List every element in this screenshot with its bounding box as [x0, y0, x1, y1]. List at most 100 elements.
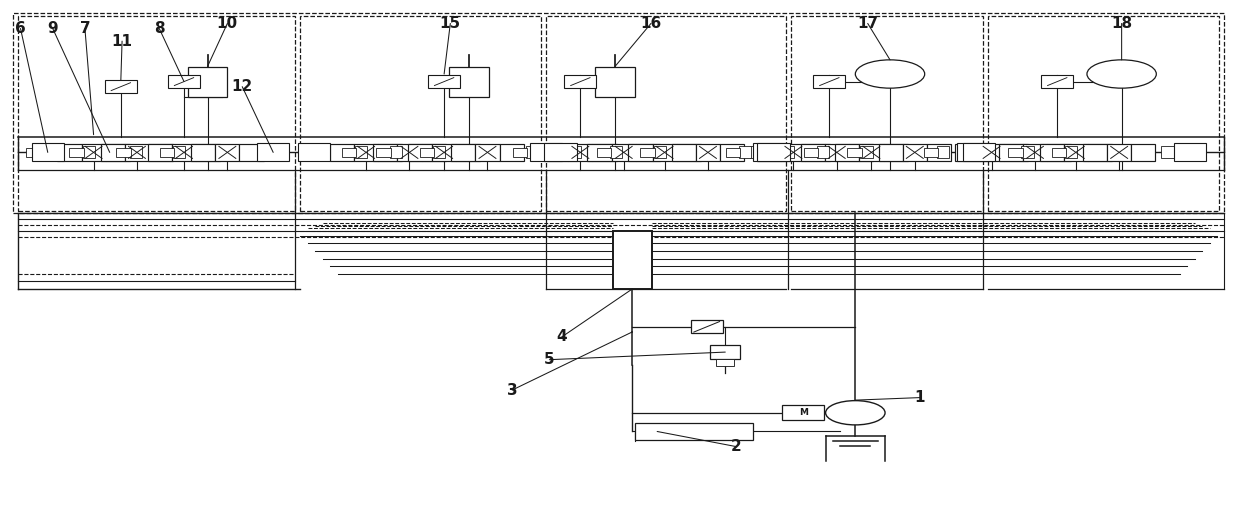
Bar: [389, 147, 402, 158]
Bar: [456, 144, 480, 161]
Bar: [57, 144, 82, 161]
Bar: [167, 75, 200, 88]
Bar: [136, 147, 148, 158]
Bar: [849, 144, 873, 161]
Bar: [82, 144, 105, 161]
Bar: [14, 13, 1224, 213]
Bar: [117, 148, 131, 157]
Bar: [378, 144, 402, 161]
Bar: [564, 75, 596, 88]
Bar: [104, 80, 136, 93]
Bar: [408, 147, 420, 158]
Bar: [311, 147, 324, 158]
Bar: [593, 144, 616, 161]
Bar: [1131, 144, 1156, 161]
Bar: [546, 16, 786, 210]
Bar: [216, 144, 239, 161]
Bar: [879, 147, 892, 158]
Text: 1: 1: [914, 390, 925, 405]
Bar: [613, 231, 652, 289]
Bar: [782, 405, 825, 420]
Bar: [486, 147, 498, 158]
Bar: [652, 144, 677, 161]
Bar: [342, 148, 356, 157]
Bar: [696, 144, 720, 161]
Bar: [836, 144, 859, 161]
Text: 2: 2: [732, 439, 742, 454]
Bar: [1034, 147, 1045, 158]
Bar: [1022, 147, 1034, 158]
Text: 11: 11: [112, 33, 133, 49]
Bar: [149, 144, 174, 161]
Bar: [981, 147, 993, 158]
Bar: [397, 144, 422, 161]
Bar: [588, 144, 611, 161]
Bar: [636, 144, 660, 161]
Bar: [611, 144, 636, 161]
Bar: [903, 144, 926, 161]
Bar: [596, 148, 611, 157]
Text: 8: 8: [154, 21, 165, 36]
Text: 10: 10: [217, 16, 238, 31]
Bar: [239, 144, 264, 161]
Bar: [1023, 144, 1047, 161]
Bar: [556, 148, 570, 157]
Bar: [666, 147, 678, 158]
Bar: [955, 144, 980, 161]
Bar: [622, 147, 635, 158]
Bar: [926, 144, 951, 161]
Bar: [100, 144, 125, 161]
Bar: [180, 147, 191, 158]
Bar: [1003, 144, 1028, 161]
Bar: [1162, 147, 1173, 158]
Bar: [836, 147, 848, 158]
Text: 18: 18: [1111, 16, 1132, 31]
Bar: [813, 75, 846, 88]
Bar: [298, 143, 330, 161]
Bar: [1087, 144, 1112, 161]
Bar: [432, 144, 456, 161]
Bar: [957, 143, 990, 161]
Bar: [40, 147, 51, 158]
Bar: [1047, 144, 1071, 161]
Bar: [422, 144, 445, 161]
Bar: [26, 148, 41, 157]
Bar: [69, 148, 84, 157]
Bar: [806, 144, 830, 161]
Bar: [1042, 75, 1074, 88]
Bar: [125, 144, 149, 161]
Bar: [1118, 147, 1130, 158]
Bar: [451, 144, 475, 161]
Bar: [629, 144, 652, 161]
Bar: [672, 144, 696, 161]
Bar: [1173, 143, 1205, 161]
Bar: [529, 143, 562, 161]
Bar: [433, 147, 445, 158]
Bar: [720, 144, 744, 161]
Bar: [353, 144, 378, 161]
Bar: [782, 147, 795, 158]
Bar: [1008, 148, 1023, 157]
Circle shape: [1087, 60, 1157, 88]
Bar: [428, 75, 460, 88]
Bar: [707, 147, 719, 158]
Text: 9: 9: [47, 21, 58, 36]
Bar: [884, 144, 908, 161]
Bar: [967, 148, 982, 157]
Bar: [568, 144, 593, 161]
Text: 6: 6: [15, 21, 26, 36]
Bar: [529, 147, 542, 158]
Bar: [226, 147, 238, 158]
Bar: [257, 143, 289, 161]
Bar: [1052, 148, 1066, 157]
Bar: [750, 147, 763, 158]
Bar: [861, 147, 873, 158]
Bar: [859, 144, 884, 161]
Bar: [196, 144, 221, 161]
Bar: [299, 148, 312, 157]
Text: 7: 7: [79, 21, 91, 36]
Bar: [691, 320, 723, 334]
Text: 3: 3: [507, 382, 517, 397]
Bar: [847, 148, 862, 157]
Bar: [269, 147, 281, 158]
